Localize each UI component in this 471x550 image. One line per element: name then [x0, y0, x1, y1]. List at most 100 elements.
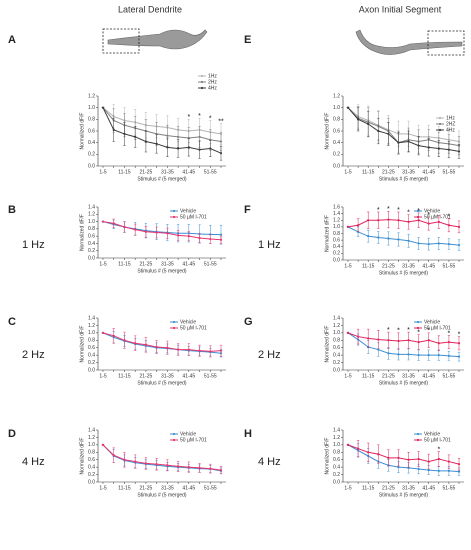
y-tick-label: 0.4 [88, 352, 95, 358]
panel-letter: F [244, 204, 251, 216]
series-line [102, 221, 222, 241]
panel-letter: A [8, 34, 16, 46]
x-tick-label: 31-35 [161, 373, 174, 379]
legend-label: 50 µM I-701 [424, 325, 451, 331]
y-tick-label: 1.4 [333, 315, 340, 321]
y-axis-label: Normalized dF/F [324, 215, 330, 252]
significance-mark: * [397, 328, 400, 335]
significance-mark: ** [218, 118, 224, 125]
row-label: 1 Hz [22, 239, 45, 251]
x-tick-label: 41-45 [422, 485, 435, 491]
y-tick-label: 0.4 [88, 140, 95, 146]
point [166, 464, 169, 467]
legend-label: 2HZ [446, 121, 455, 127]
point [387, 456, 390, 459]
point [123, 458, 126, 461]
x-tick-label: 21-25 [382, 263, 395, 269]
y-tick-label: 1.6 [333, 204, 340, 210]
point [437, 457, 440, 461]
point [437, 242, 440, 245]
significance-mark: * [427, 212, 430, 219]
x-tick-label: 11-15 [118, 169, 131, 175]
point [407, 220, 410, 224]
series-line [102, 444, 222, 471]
x-tick-label: 1-5 [99, 485, 106, 491]
y-tick-label: 1.2 [88, 435, 95, 441]
y-tick-label: 0.6 [88, 457, 95, 463]
row-label: 1 Hz [258, 239, 281, 251]
y-tick-label: 0.6 [333, 457, 340, 463]
y-tick-label: 0.4 [333, 244, 340, 250]
point [427, 222, 430, 225]
legend-marker [438, 116, 442, 120]
point [457, 150, 461, 153]
legend-marker [172, 438, 176, 442]
legend-marker [172, 326, 176, 330]
legend-label: 50 µM I-701 [180, 325, 207, 331]
legend-marker [200, 80, 204, 84]
point [387, 218, 390, 221]
point [457, 463, 461, 466]
x-tick-label: 31-35 [161, 261, 174, 267]
point [417, 242, 420, 245]
series-line [102, 332, 222, 354]
point [457, 355, 461, 358]
x-tick-label: 11-15 [362, 263, 375, 269]
point [356, 224, 360, 227]
point [447, 224, 451, 227]
point [219, 140, 223, 143]
y-tick-label: 1.2 [333, 323, 340, 329]
legend-marker [416, 438, 420, 442]
legend-marker [172, 432, 176, 436]
point [417, 467, 420, 471]
x-tick-label: 41-45 [182, 485, 195, 491]
point [417, 354, 420, 357]
legend-label: 2Hz [208, 79, 217, 85]
point [209, 147, 212, 150]
point [198, 466, 201, 469]
y-tick-label: 0.8 [88, 338, 95, 344]
point [198, 349, 201, 352]
point [407, 458, 410, 461]
point [427, 243, 430, 246]
y-tick-label: 0.0 [88, 479, 95, 485]
legend-label: 1Hz [208, 73, 217, 79]
point [123, 339, 126, 342]
x-tick-label: 41-45 [182, 169, 195, 175]
y-tick-label: 0.4 [333, 352, 340, 358]
legend-marker [200, 74, 204, 78]
point [198, 135, 201, 138]
x-tick-label: 11-15 [362, 485, 375, 491]
point [123, 225, 126, 229]
y-tick-label: 0.2 [88, 360, 95, 366]
point [112, 454, 115, 457]
point [219, 238, 223, 241]
y-tick-label: 0.0 [88, 163, 95, 169]
point [209, 467, 212, 470]
legend-marker [172, 320, 176, 324]
point [176, 465, 180, 468]
point [198, 236, 201, 240]
legend-label: 4Hz [446, 127, 455, 133]
y-tick-label: 1.0 [333, 105, 340, 111]
significance-mark: * [198, 113, 201, 120]
x-tick-label: 21-25 [140, 261, 153, 267]
y-tick-label: 1.0 [88, 219, 95, 225]
y-tick-label: 1.2 [333, 435, 340, 441]
x-axis-label: Stimulus # (5 merged) [137, 380, 187, 386]
point [387, 132, 390, 136]
point [356, 447, 360, 450]
panel-letter: C [8, 316, 16, 328]
y-tick-label: 0.8 [88, 450, 95, 456]
point [457, 342, 461, 345]
row-label: 4 Hz [258, 456, 281, 468]
series-line [102, 444, 222, 472]
legend-marker [438, 122, 442, 126]
y-tick-label: 1.4 [88, 204, 95, 210]
x-tick-label: 1-5 [344, 373, 351, 379]
point [134, 135, 137, 138]
x-tick-label: 1-5 [344, 485, 351, 491]
x-tick-label: 51-55 [204, 485, 217, 491]
point [187, 146, 190, 149]
y-tick-label: 1.4 [88, 427, 95, 433]
